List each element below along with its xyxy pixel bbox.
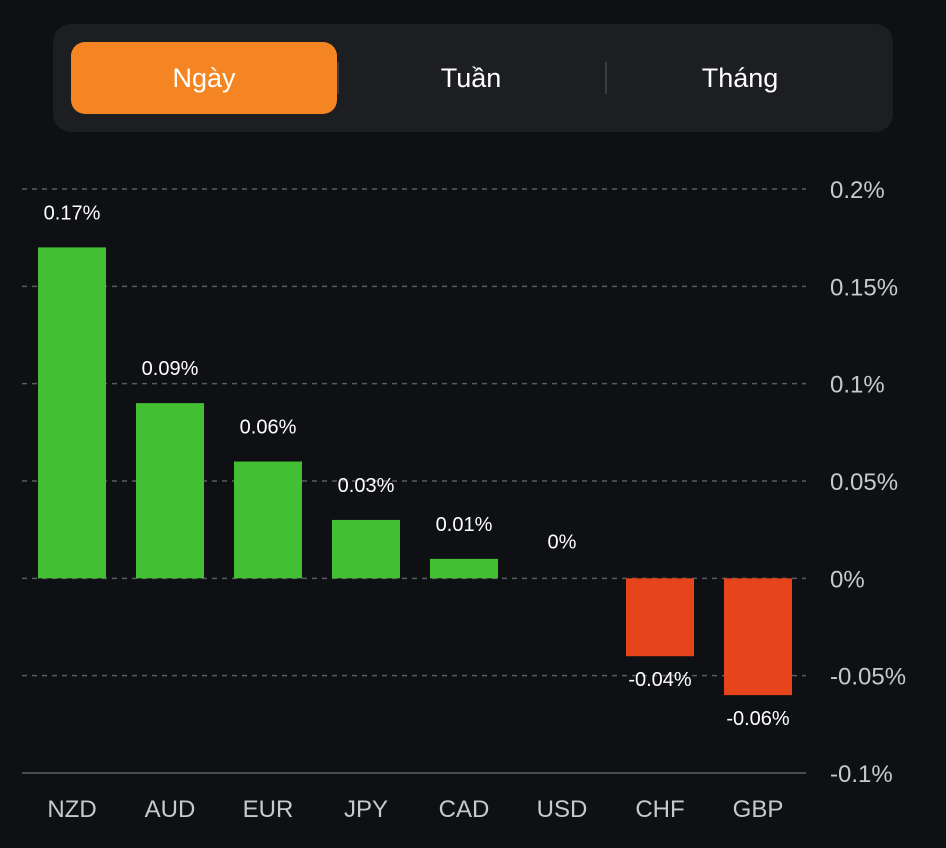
value-label: 0.09%	[142, 358, 199, 380]
y-tick-label: 0.15%	[830, 274, 898, 301]
y-tick-label: 0.05%	[830, 469, 898, 496]
tab-day[interactable]: Ngày	[71, 42, 337, 114]
value-label: 0%	[548, 531, 577, 553]
value-label: 0.01%	[436, 514, 493, 536]
tab-week[interactable]: Tuần	[440, 62, 502, 93]
y-tick-label: -0.1%	[830, 761, 893, 788]
bar-gbp	[724, 578, 792, 696]
value-label: -0.04%	[628, 669, 692, 691]
y-tick-label: 0%	[830, 566, 865, 593]
bar-jpy	[332, 519, 400, 579]
bar-chf	[626, 578, 694, 657]
category-label: CAD	[439, 796, 490, 823]
category-label: GBP	[733, 796, 784, 823]
value-label: 0.03%	[338, 475, 395, 497]
tab-divider	[605, 62, 607, 94]
value-label: 0.17%	[44, 202, 101, 224]
category-label: NZD	[47, 796, 96, 823]
category-label: USD	[537, 796, 588, 823]
category-label: AUD	[145, 796, 196, 823]
category-label: EUR	[243, 796, 294, 823]
value-label: 0.06%	[240, 417, 297, 439]
y-tick-label: 0.2%	[830, 177, 885, 204]
category-label: JPY	[344, 796, 388, 823]
bar-eur	[234, 461, 302, 579]
y-tick-label: 0.1%	[830, 372, 885, 399]
bar-cad	[430, 558, 498, 579]
category-label: CHF	[635, 796, 684, 823]
bar-nzd	[38, 247, 106, 579]
value-label: -0.06%	[726, 708, 790, 730]
period-segmented-control: Ngày Tuần Tháng	[53, 24, 893, 132]
tab-month[interactable]: Tháng	[701, 62, 779, 93]
y-tick-label: -0.05%	[830, 664, 906, 691]
bar-aud	[136, 403, 204, 579]
tab-divider	[337, 62, 339, 94]
